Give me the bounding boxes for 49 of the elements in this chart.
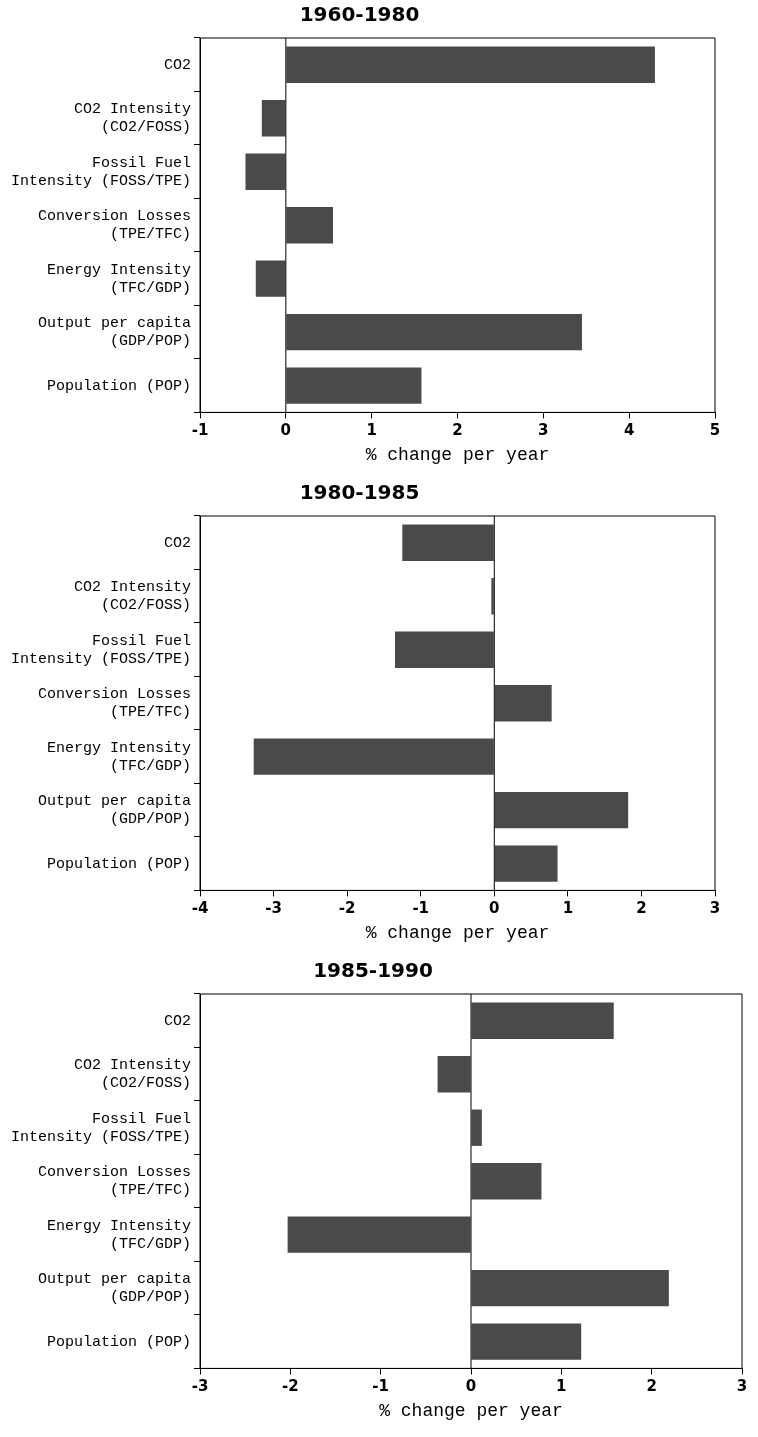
chart-title: 1960-1980 xyxy=(299,2,420,27)
x-tick-label: -1 xyxy=(191,421,209,440)
x-tick-label: -1 xyxy=(412,899,430,918)
y-tick-label: Energy Intensity (TFC/GDP) xyxy=(46,1217,191,1253)
x-axis-title: % change per year xyxy=(379,1400,563,1421)
x-tick-label: 1 xyxy=(366,421,377,440)
y-tick-label: CO2 Intensity (CO2/FOSS) xyxy=(73,101,191,137)
x-tick-label: 1 xyxy=(556,1377,567,1396)
x-tick-label: 0 xyxy=(489,899,500,918)
y-tick-label: Output per capita (GDP/POP) xyxy=(37,793,191,829)
y-tick-label: Population (POP) xyxy=(46,855,191,873)
x-tick-label: -3 xyxy=(265,899,282,918)
x-tick-label: 2 xyxy=(452,421,463,440)
y-tick-label: Population (POP) xyxy=(46,1333,191,1351)
y-tick-label: CO2 xyxy=(163,56,191,74)
y-tick-label: Fossil Fuel Intensity (FOSS/TPE) xyxy=(10,632,191,668)
y-tick-label: Population (POP) xyxy=(46,377,191,395)
x-tick-label: 1 xyxy=(562,899,574,918)
x-tick-label: 0 xyxy=(465,1377,477,1396)
x-tick-label: 3 xyxy=(709,899,721,918)
y-tick-label: Output per capita (GDP/POP) xyxy=(37,1271,191,1307)
chart-title: 1985-1990 xyxy=(313,958,433,983)
x-tick-label: 2 xyxy=(636,899,647,918)
y-tick-label: Fossil Fuel Intensity (FOSS/TPE) xyxy=(10,154,191,190)
y-tick-label: CO2 xyxy=(163,534,191,552)
x-tick-label: 5 xyxy=(709,421,721,440)
y-tick-label: Energy Intensity (TFC/GDP) xyxy=(46,261,191,297)
x-tick-label: 3 xyxy=(538,421,549,440)
chart-title: 1980-1985 xyxy=(299,480,420,505)
x-tick-label: -2 xyxy=(282,1377,299,1396)
y-tick-label: CO2 Intensity (CO2/FOSS) xyxy=(73,579,191,615)
y-tick-label: Conversion Losses (TPE/TFC) xyxy=(37,686,191,722)
x-axis-title: % change per year xyxy=(365,444,550,465)
x-tick-label: -2 xyxy=(338,899,356,918)
y-tick-label: CO2 Intensity (CO2/FOSS) xyxy=(73,1057,191,1093)
y-tick-label: Conversion Losses (TPE/TFC) xyxy=(37,208,191,244)
y-tick-label: Output per capita (GDP/POP) xyxy=(37,315,191,351)
y-tick-label: Energy Intensity (TFC/GDP) xyxy=(46,739,191,775)
y-tick-label: Fossil Fuel Intensity (FOSS/TPE) xyxy=(10,1110,191,1146)
y-tick-label: Conversion Losses (TPE/TFC) xyxy=(37,1164,191,1200)
x-tick-label: 3 xyxy=(736,1377,748,1396)
x-tick-label: 0 xyxy=(280,421,292,440)
x-axis-title: % change per year xyxy=(365,922,550,943)
x-tick-label: -4 xyxy=(191,899,209,918)
x-tick-label: 2 xyxy=(646,1377,657,1396)
x-tick-label: -1 xyxy=(372,1377,389,1396)
x-tick-label: -3 xyxy=(191,1377,209,1396)
y-tick-label: CO2 xyxy=(163,1012,191,1030)
x-tick-label: 4 xyxy=(623,421,635,440)
